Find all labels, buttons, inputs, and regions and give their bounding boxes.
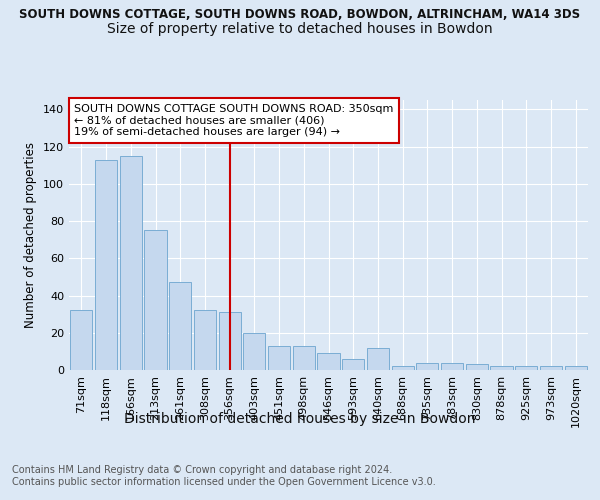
Text: SOUTH DOWNS COTTAGE SOUTH DOWNS ROAD: 350sqm
← 81% of detached houses are smalle: SOUTH DOWNS COTTAGE SOUTH DOWNS ROAD: 35… — [74, 104, 394, 137]
Bar — [169, 282, 191, 370]
Bar — [70, 310, 92, 370]
Bar — [268, 346, 290, 370]
Text: Distribution of detached houses by size in Bowdon: Distribution of detached houses by size … — [124, 412, 476, 426]
Bar — [416, 362, 439, 370]
Text: Contains HM Land Registry data © Crown copyright and database right 2024.
Contai: Contains HM Land Registry data © Crown c… — [12, 465, 436, 486]
Bar — [441, 362, 463, 370]
Bar — [392, 366, 414, 370]
Bar — [95, 160, 117, 370]
Bar — [243, 333, 265, 370]
Bar — [565, 366, 587, 370]
Y-axis label: Number of detached properties: Number of detached properties — [25, 142, 37, 328]
Bar — [119, 156, 142, 370]
Text: Size of property relative to detached houses in Bowdon: Size of property relative to detached ho… — [107, 22, 493, 36]
Text: SOUTH DOWNS COTTAGE, SOUTH DOWNS ROAD, BOWDON, ALTRINCHAM, WA14 3DS: SOUTH DOWNS COTTAGE, SOUTH DOWNS ROAD, B… — [19, 8, 581, 20]
Bar — [515, 366, 538, 370]
Bar — [293, 346, 315, 370]
Bar — [367, 348, 389, 370]
Bar — [466, 364, 488, 370]
Bar — [317, 353, 340, 370]
Bar — [194, 310, 216, 370]
Bar — [145, 230, 167, 370]
Bar — [342, 359, 364, 370]
Bar — [540, 366, 562, 370]
Bar — [218, 312, 241, 370]
Bar — [490, 366, 512, 370]
